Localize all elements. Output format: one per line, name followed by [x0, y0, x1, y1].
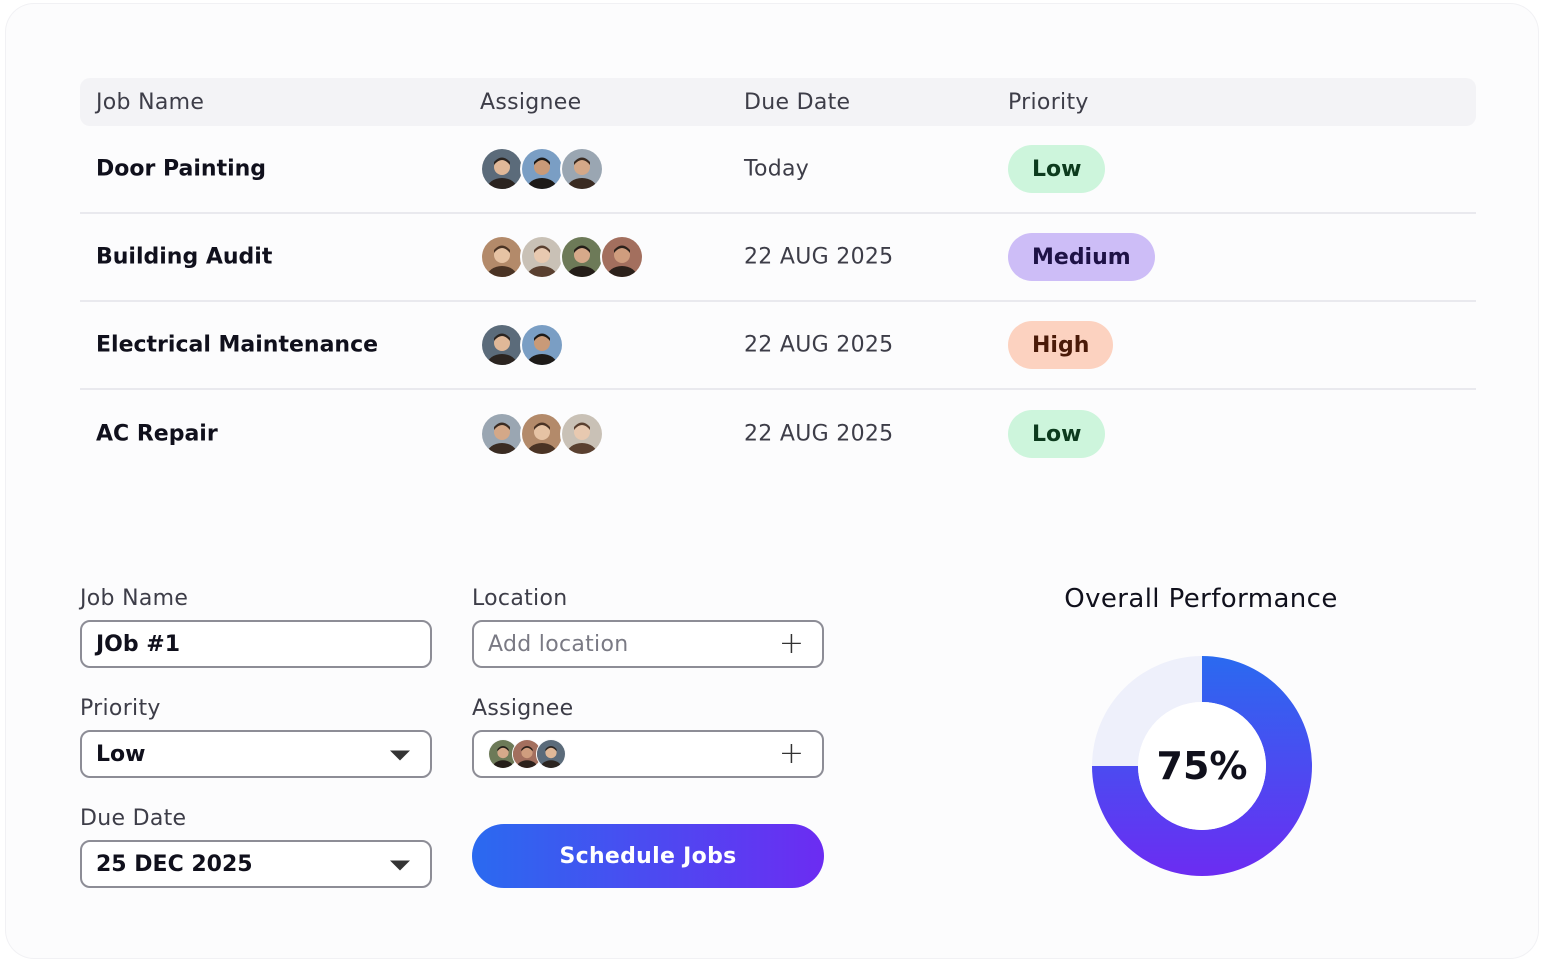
performance-title: Overall Performance	[1064, 584, 1338, 614]
add-location-plus-icon[interactable]: +	[778, 626, 804, 661]
due-date-cell: 22 AUG 2025	[744, 421, 894, 447]
due-date-cell: Today	[744, 156, 810, 182]
location-label: Location	[472, 586, 568, 611]
priority-badge: Low	[1008, 145, 1106, 193]
jobs-table: Job Name Assignee Due Date Priority Door…	[80, 78, 1476, 478]
avatar	[480, 147, 524, 191]
table-row[interactable]: AC Repair 22 AUG 2025 Low	[80, 390, 1476, 478]
assignee-avatar-group[interactable]	[480, 235, 644, 279]
priority-badge: Medium	[1008, 233, 1155, 281]
schedule-job-form: Job Name JOb #1 Location Add location + …	[80, 582, 840, 902]
assignee-avatar-group	[488, 739, 566, 769]
avatar	[600, 235, 644, 279]
schedule-jobs-button[interactable]: Schedule Jobs	[472, 824, 824, 888]
location-placeholder: Add location	[488, 631, 629, 657]
donut-value-arc	[1092, 656, 1312, 876]
assignee-label: Assignee	[472, 696, 574, 721]
header-job-name: Job Name	[96, 89, 205, 115]
table-row[interactable]: Door Painting Today Low	[80, 126, 1476, 214]
job-name-label: Job Name	[80, 586, 189, 611]
job-name-cell: Building Audit	[96, 244, 273, 270]
avatar	[480, 235, 524, 279]
due-date-cell: 22 AUG 2025	[744, 244, 894, 270]
assignee-avatar-group[interactable]	[480, 147, 604, 191]
due-date-value: 25 DEC 2025	[96, 851, 253, 877]
avatar	[560, 147, 604, 191]
donut-track	[1092, 656, 1202, 766]
job-name-cell: AC Repair	[96, 421, 218, 447]
header-assignee: Assignee	[480, 89, 582, 115]
job-name-cell: Door Painting	[96, 156, 267, 182]
avatar	[560, 235, 604, 279]
due-date-label: Due Date	[80, 806, 187, 831]
chevron-down-icon	[390, 750, 410, 761]
avatar	[520, 323, 564, 367]
dashboard-card: Job Name Assignee Due Date Priority Door…	[6, 4, 1538, 958]
avatar	[520, 235, 564, 279]
priority-select[interactable]: Low	[80, 730, 432, 778]
avatar	[536, 739, 566, 769]
due-date-select[interactable]: 25 DEC 2025	[80, 840, 432, 888]
avatar	[480, 323, 524, 367]
priority-label: Priority	[80, 696, 161, 721]
avatar	[520, 412, 564, 456]
table-row[interactable]: Electrical Maintenance 22 AUG 2025 High	[80, 302, 1476, 390]
job-name-cell: Electrical Maintenance	[96, 332, 379, 358]
avatar	[520, 147, 564, 191]
due-date-cell: 22 AUG 2025	[744, 332, 894, 358]
location-input[interactable]: Add location +	[472, 620, 824, 668]
header-due-date: Due Date	[744, 89, 851, 115]
avatar	[480, 412, 524, 456]
assignee-avatar-group[interactable]	[480, 323, 564, 367]
add-assignee-plus-icon[interactable]: +	[778, 736, 804, 771]
assignee-avatar-group[interactable]	[480, 412, 604, 456]
avatar	[560, 412, 604, 456]
table-row[interactable]: Building Audit 22 AUG 2025 Medium	[80, 214, 1476, 302]
table-body: Door Painting Today Low Building Audit 22 AU…	[80, 126, 1476, 478]
job-name-value: JOb #1	[96, 631, 181, 657]
performance-donut-chart	[1092, 656, 1312, 876]
chevron-down-icon	[390, 860, 410, 871]
priority-badge: Low	[1008, 410, 1106, 458]
priority-value: Low	[96, 741, 146, 767]
performance-percent: 75%	[1156, 744, 1248, 788]
priority-badge: High	[1008, 321, 1114, 369]
table-header: Job Name Assignee Due Date Priority	[80, 78, 1476, 126]
header-priority: Priority	[1008, 89, 1089, 115]
job-name-input[interactable]: JOb #1	[80, 620, 432, 668]
donut-center	[1138, 702, 1266, 830]
assignee-picker[interactable]: +	[472, 730, 824, 778]
